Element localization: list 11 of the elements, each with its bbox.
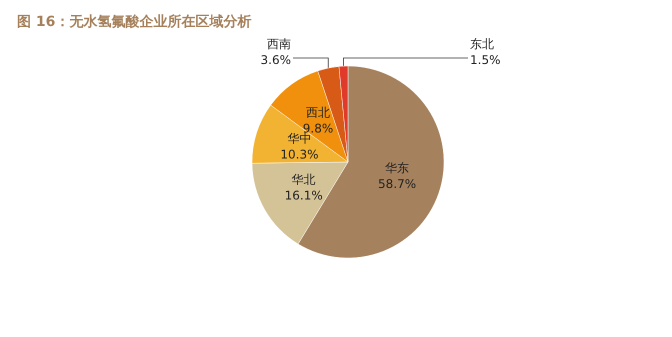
data-label: 58.7% bbox=[378, 176, 416, 191]
slice-label: 西北 bbox=[306, 106, 330, 120]
data-label: 1.5% bbox=[470, 53, 500, 67]
text: 图 16：无水氢氟酸企业所在区域分析 bbox=[17, 14, 252, 30]
slice-label: 华东 bbox=[385, 160, 410, 175]
slice-label: 东北 bbox=[470, 37, 494, 51]
data-label: 3.6% bbox=[260, 53, 291, 67]
slice-label: 华北 bbox=[292, 172, 316, 186]
data-label: 10.3% bbox=[280, 147, 319, 162]
data-label: 16.1% bbox=[284, 188, 323, 202]
slice-label: 西南 bbox=[267, 37, 291, 51]
